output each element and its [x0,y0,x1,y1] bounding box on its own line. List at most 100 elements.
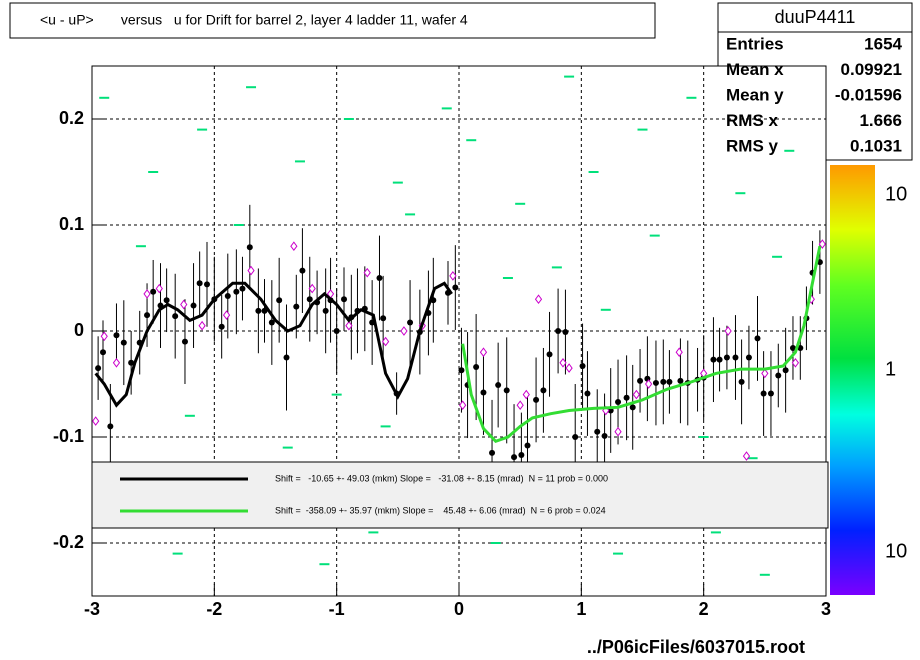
y-tick-label: 0.1 [59,214,84,234]
y-tick-label: -0.2 [53,532,84,552]
data-point [283,354,290,361]
data-point [452,284,459,291]
diamond-point [516,400,524,411]
palette-label: 10 [885,540,907,562]
fit-curve [461,245,822,443]
data-point [233,288,240,295]
stats-value: 0.1031 [850,136,902,155]
data-point [196,280,203,287]
diamond-point [534,294,543,305]
diamond-point [479,347,488,358]
data-point [333,328,340,334]
palette [830,165,875,595]
data-point [293,303,300,310]
x-tick-label: 2 [699,599,709,619]
stats-label: Mean y [726,85,784,104]
data-point [760,390,767,397]
data-point [615,399,622,406]
data-point [144,312,151,319]
data-point [789,344,796,351]
data-point [533,396,540,403]
data-point [677,377,684,384]
data-point [572,434,579,440]
diamond-point [308,283,316,294]
data-point [163,297,170,304]
diamond-point [565,363,573,373]
x-tick-label: -1 [329,599,345,619]
stats-label: Entries [726,34,784,53]
data-point [181,338,188,345]
data-point [511,454,518,461]
data-point [767,390,774,397]
data-point [503,387,510,394]
data-point [376,275,383,281]
palette-label: 1 [885,358,896,380]
data-point [341,296,348,303]
data-point [128,359,135,366]
diamond-point [92,416,100,426]
stats-label: RMS y [726,136,779,155]
data-point [518,452,525,459]
x-tick-label: -3 [84,599,100,619]
data-point [172,313,179,320]
diamond-point [449,271,457,281]
data-point [710,356,717,363]
title-box [9,2,656,39]
legend-text: Shift = -358.09 +- 35.97 (mkm) Slope = 4… [275,505,606,515]
legend-text: Shift = -10.65 +- 49.03 (mkm) Slope = -3… [275,473,608,483]
data-point [745,354,752,361]
diamond-point [112,357,121,368]
data-point [562,329,569,336]
data-point [246,244,253,251]
diamond-point [614,426,622,437]
data-point [775,372,782,379]
stats-label: RMS x [726,111,779,130]
data-point [546,351,553,358]
data-point [666,378,673,385]
diamond-point [345,320,353,331]
diamond-point [143,289,151,299]
data-point [738,378,745,385]
data-point [660,378,667,385]
data-point [306,296,313,303]
data-point [629,404,636,411]
diamond-point [632,389,641,400]
diamond-point [459,400,467,411]
data-point [723,354,730,361]
data-point [261,307,268,314]
data-point [299,267,306,274]
data-point [458,367,465,374]
data-point [107,423,114,430]
data-point [276,297,283,304]
data-point [732,354,739,361]
data-point [555,328,562,334]
diamond-point [247,265,255,276]
data-point [120,339,127,346]
data-point [594,428,601,435]
data-point [601,432,608,439]
data-point [782,367,789,374]
stats-value: 1.666 [859,111,902,130]
x-tick-label: -2 [206,599,222,619]
diamond-point [363,267,371,278]
data-point [380,315,387,322]
diamond-point [675,347,683,358]
stats-value: 1654 [864,34,902,53]
x-tick-label: 0 [454,599,464,619]
diamond-point [644,379,653,389]
x-tick-label: 1 [576,599,586,619]
legend-box [91,461,829,529]
diamond-point [400,326,408,336]
data-point [652,379,659,386]
stats-title: duuP4411 [775,7,856,27]
diamond-point [761,368,769,379]
data-point [579,362,586,369]
data-point [239,285,246,292]
y-tick-label: 0 [74,320,84,340]
diamond-point [522,389,530,400]
data-point [623,394,630,401]
data-point [100,349,107,356]
data-point [255,307,262,314]
diamond-point [818,239,826,249]
